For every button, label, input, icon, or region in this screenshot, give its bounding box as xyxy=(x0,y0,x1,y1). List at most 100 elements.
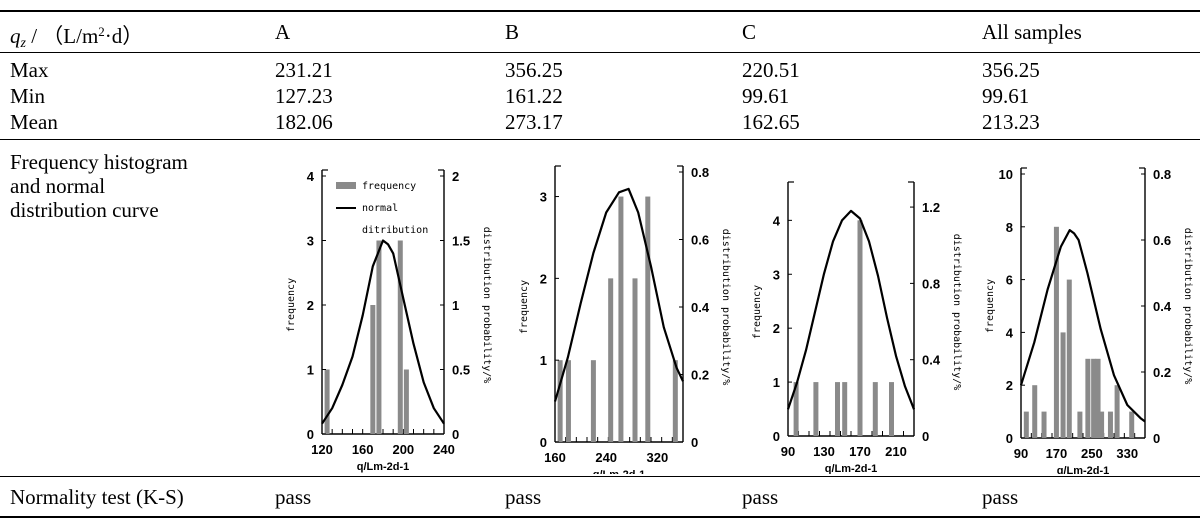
table-top-rule xyxy=(0,10,1200,12)
x-tick-label: 120 xyxy=(311,442,333,457)
cell-mean-b: 273.17 xyxy=(505,110,563,134)
cell-min-b: 161.22 xyxy=(505,84,563,108)
x-tick-label: 210 xyxy=(885,444,907,459)
x-tick-label: 200 xyxy=(392,442,414,457)
y2-tick-label: 0.2 xyxy=(1153,365,1171,380)
histogram-bar xyxy=(565,360,571,442)
y-axis-label: frequency xyxy=(286,278,297,332)
x-tick-label: 330 xyxy=(1116,446,1138,461)
row-label-max: Max xyxy=(10,58,49,82)
x-tick-label: 250 xyxy=(1081,446,1103,461)
y2-axis-label: distribution probability/% xyxy=(951,234,962,391)
test-result-a: pass xyxy=(275,485,312,509)
histogram-chart-b: 0 1 2 3 0 0.2 0.4 0.6 0.8 160 240 320q/Lm-2d-1 frequ… xyxy=(519,165,731,474)
y-tick-label: 1 xyxy=(773,375,780,390)
x-tick-label: 130 xyxy=(813,444,835,459)
histogram-bar xyxy=(324,369,330,434)
y2-tick-label: 0 xyxy=(922,429,929,444)
histogram-bar xyxy=(835,382,840,436)
column-header-all: All samples xyxy=(982,20,1082,44)
y2-tick-label: 0.4 xyxy=(922,353,941,368)
cell-max-c: 220.51 xyxy=(742,58,800,82)
table-bottom-rule xyxy=(0,516,1200,518)
histogram-bar xyxy=(672,360,678,442)
x-axis-label: q/Lm-2d-1 xyxy=(1057,465,1110,474)
histogram-bar xyxy=(1099,411,1105,438)
legend-line-label-2: ditribution xyxy=(362,225,428,236)
y-tick-label: 10 xyxy=(999,167,1013,182)
y-tick-label: 0 xyxy=(773,429,780,444)
x-tick-label: 240 xyxy=(595,450,617,465)
histogram-chart-c: 0 1 2 3 4 0 0.4 0.8 1.2 90 130 170 210 q/Lm-2d-1 frequ… xyxy=(752,181,962,474)
histogram-bar xyxy=(813,382,819,436)
row-label-mean: Mean xyxy=(10,110,58,134)
y-tick-label: 1 xyxy=(540,353,547,368)
y2-tick-label: 0.6 xyxy=(691,233,709,248)
cell-mean-c: 162.65 xyxy=(742,110,800,134)
row-label-min: Min xyxy=(10,84,46,108)
y-tick-label: 2 xyxy=(1006,378,1013,393)
column-header-c: C xyxy=(742,20,757,44)
histogram-bar xyxy=(1095,358,1101,438)
y-tick-label: 3 xyxy=(773,267,780,282)
y-tick-label: 2 xyxy=(307,298,314,313)
histogram-row-label: Frequency histogram and normal distribut… xyxy=(10,150,188,222)
x-tick-label: 90 xyxy=(1014,446,1028,461)
y-tick-label: 2 xyxy=(773,321,780,336)
histogram-bar xyxy=(872,382,878,436)
histogram-bar xyxy=(1107,411,1113,438)
y-axis-label: frequency xyxy=(985,279,996,333)
histogram-bar xyxy=(889,382,894,436)
histogram-bar xyxy=(1032,385,1038,438)
y2-tick-label: 0.2 xyxy=(691,368,709,383)
y2-axis-label: distribution probability/% xyxy=(481,227,492,384)
histogram-bar xyxy=(857,220,863,436)
cell-min-c: 99.61 xyxy=(742,84,790,108)
histogram-bar xyxy=(370,305,376,434)
test-result-c: pass xyxy=(742,485,779,509)
histogram-bar xyxy=(403,369,409,434)
histogram-bar xyxy=(397,240,403,434)
histogram-bar xyxy=(842,382,848,436)
cell-max-b: 356.25 xyxy=(505,58,563,82)
histogram-bar xyxy=(1114,385,1120,438)
y-axis-label: frequency xyxy=(519,280,530,334)
x-tick-label: 160 xyxy=(544,450,566,465)
histogram-bar xyxy=(1060,332,1066,438)
stats-rule xyxy=(0,139,1200,140)
y2-tick-label: 0 xyxy=(1153,431,1160,446)
y2-axis-label: distribution probability/% xyxy=(1182,228,1193,385)
histogram-bar xyxy=(1053,226,1059,438)
histogram-bar xyxy=(557,360,563,442)
y2-tick-label: 0.8 xyxy=(691,165,709,180)
x-axis-label: q/Lm-2d-1 xyxy=(357,461,410,473)
cell-mean-all: 213.23 xyxy=(982,110,1040,134)
cell-max-a: 231.21 xyxy=(275,58,333,82)
x-tick-label: 240 xyxy=(433,442,455,457)
histogram-chart-a: 0 1 2 3 4 0 0.5 1 1.5 2 120 160 200 240 q/Lm-2d-1 frequ… xyxy=(286,169,492,473)
histogram-bar xyxy=(376,240,382,434)
header-rule xyxy=(0,52,1200,53)
y-tick-label: 6 xyxy=(1006,273,1013,288)
histogram-bar xyxy=(618,196,624,442)
y-tick-label: 4 xyxy=(773,213,781,228)
histogram-bar xyxy=(1077,411,1083,438)
y2-tick-label: 1 xyxy=(452,298,459,313)
y-tick-label: 0 xyxy=(1006,431,1013,446)
y-tick-label: 8 xyxy=(1006,220,1013,235)
histogram-bar xyxy=(1066,279,1072,438)
histogram-bar xyxy=(590,360,596,442)
cell-min-all: 99.61 xyxy=(982,84,1030,108)
y2-tick-label: 0 xyxy=(452,427,459,442)
column-header-b: B xyxy=(505,20,520,44)
y2-tick-label: 0.8 xyxy=(922,276,940,291)
y2-axis-label: distribution probability/% xyxy=(720,229,731,386)
x-tick-label: 170 xyxy=(1046,446,1068,461)
histogram-chart-all: 0 2 4 6 8 10 0 0.2 0.4 0.6 0.8 90 170 250 330 q/Lm-2d-1… xyxy=(985,167,1193,474)
histogram-bar xyxy=(1041,411,1047,438)
y-tick-label: 3 xyxy=(307,234,314,249)
y-tick-label: 4 xyxy=(307,169,315,184)
histogram-bar xyxy=(1023,411,1029,438)
header-variable-label: qz / （L/m2·d） xyxy=(10,24,144,51)
normal-curve xyxy=(1019,228,1146,423)
